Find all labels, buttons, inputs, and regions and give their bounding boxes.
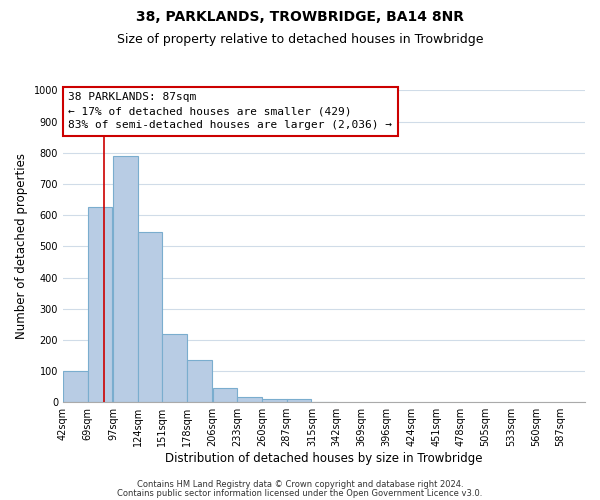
Bar	[63, 371, 88, 402]
Bar	[212, 388, 237, 402]
X-axis label: Distribution of detached houses by size in Trowbridge: Distribution of detached houses by size …	[165, 452, 483, 465]
Bar	[287, 399, 311, 402]
Bar	[237, 396, 262, 402]
Bar	[113, 156, 138, 402]
Text: Contains public sector information licensed under the Open Government Licence v3: Contains public sector information licen…	[118, 488, 482, 498]
Bar	[138, 232, 163, 402]
Bar	[88, 208, 112, 402]
Text: Contains HM Land Registry data © Crown copyright and database right 2024.: Contains HM Land Registry data © Crown c…	[137, 480, 463, 489]
Bar	[262, 399, 287, 402]
Text: 38, PARKLANDS, TROWBRIDGE, BA14 8NR: 38, PARKLANDS, TROWBRIDGE, BA14 8NR	[136, 10, 464, 24]
Bar	[163, 334, 187, 402]
Text: 38 PARKLANDS: 87sqm
← 17% of detached houses are smaller (429)
83% of semi-detac: 38 PARKLANDS: 87sqm ← 17% of detached ho…	[68, 92, 392, 130]
Text: Size of property relative to detached houses in Trowbridge: Size of property relative to detached ho…	[117, 32, 483, 46]
Y-axis label: Number of detached properties: Number of detached properties	[15, 154, 28, 340]
Bar	[187, 360, 212, 402]
